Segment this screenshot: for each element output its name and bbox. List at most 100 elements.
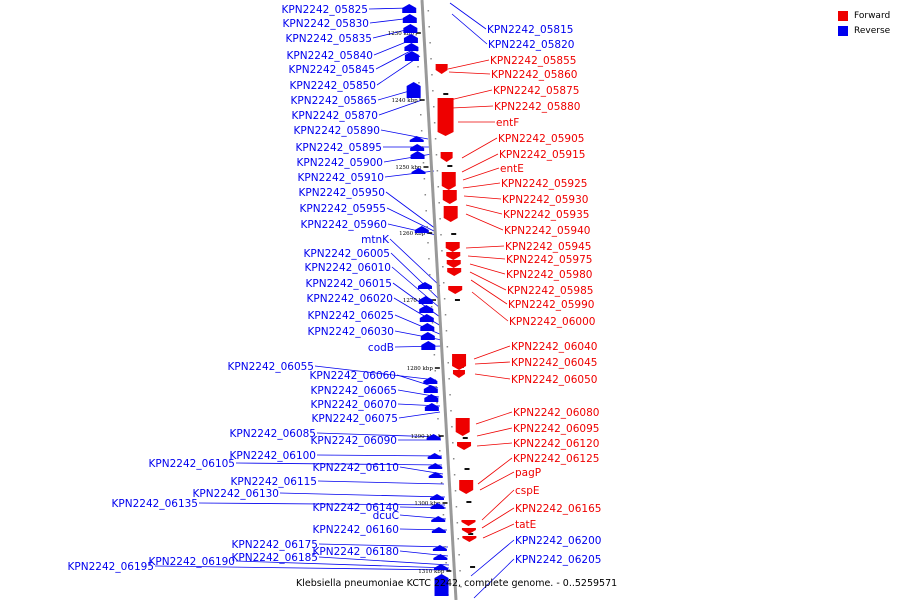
track-dot (422, 162, 425, 164)
reverse-gene-arrow (406, 82, 421, 98)
forward-gene-label: entE (500, 163, 524, 175)
track-dot (433, 122, 436, 124)
reverse-gene-label: KPN2242_05850 (290, 80, 376, 92)
legend-forward: Forward (838, 8, 890, 23)
scale-label: 1300 kbp (414, 501, 441, 507)
reverse-gene-label: KPN2242_06115 (231, 476, 317, 488)
genome-caption: Klebsiella pneumoniae KCTC 2242, complet… (296, 578, 618, 589)
reverse-gene-arrow (433, 554, 448, 560)
forward-gene-label: KPN2242_05935 (503, 209, 589, 221)
track-dot (435, 154, 438, 156)
forward-leader-line (481, 507, 515, 529)
forward-gene-arrow (459, 480, 474, 494)
reverse-gene-arrow (411, 168, 426, 174)
reverse-gene-arrow (414, 226, 429, 233)
reverse-gene-label: KPN2242_06010 (305, 262, 391, 274)
forward-leader-line (482, 523, 515, 539)
forward-gene-label: KPN2242_05980 (506, 269, 592, 281)
forward-track-mark (443, 93, 449, 95)
forward-leader-line (447, 59, 490, 70)
track-dot (455, 506, 458, 508)
reverse-gene-label: mtnK (361, 234, 390, 246)
reverse-gene-arrow (431, 516, 446, 522)
reverse-gene-arrow (423, 377, 438, 384)
track-dot (451, 426, 453, 428)
forward-gene-arrow (461, 528, 476, 534)
track-dot (453, 474, 456, 476)
reverse-gene-label: KPN2242_05865 (291, 95, 377, 107)
track-dot (436, 170, 439, 172)
forward-leader-line (451, 13, 488, 45)
forward-gene-label: KPN2242_05975 (506, 254, 592, 266)
track-dot (442, 514, 445, 516)
scale-label: 1240 kbp (392, 98, 419, 104)
forward-gene-label: KPN2242_05855 (490, 55, 576, 67)
reverse-gene-arrow (402, 14, 417, 23)
track-dot (424, 194, 427, 196)
reverse-leader-line (235, 560, 450, 569)
reverse-gene-arrow (418, 296, 433, 304)
reverse-gene-label: KPN2242_06055 (228, 361, 314, 373)
forward-gene-label: KPN2242_05815 (487, 24, 573, 36)
forward-leader-line (477, 457, 513, 485)
reverse-leader-line (378, 99, 423, 116)
forward-track-mark (451, 233, 457, 235)
forward-leader-line (476, 427, 513, 437)
reverse-gene-label: KPN2242_06195 (68, 561, 154, 573)
track-dot (454, 490, 457, 492)
reverse-gene-arrow (421, 341, 436, 350)
reverse-leader-line (394, 345, 444, 348)
forward-gene-arrow (448, 286, 463, 294)
reverse-gene-label: KPN2242_05890 (294, 125, 380, 137)
reverse-gene-label: KPN2242_05910 (298, 172, 384, 184)
reverse-gene-label: KPN2242_06005 (304, 248, 390, 260)
reverse-gene-arrow (404, 51, 419, 61)
forward-leader-line (467, 255, 506, 260)
track-dot (442, 266, 444, 268)
track-dot (438, 434, 440, 436)
forward-leader-line (465, 213, 504, 231)
track-dot (429, 290, 432, 292)
forward-gene-label: KPN2242_05925 (501, 178, 587, 190)
forward-gene-label: tatE (515, 519, 536, 531)
reverse-gene-label: KPN2242_06030 (308, 326, 394, 338)
track-dot (446, 346, 449, 348)
reverse-gene-arrow (420, 323, 435, 331)
track-dot (420, 114, 422, 116)
reverse-gene-arrow (410, 151, 425, 159)
forward-gene-label: KPN2242_06045 (511, 357, 597, 369)
track-dot (427, 10, 430, 12)
track-dot (445, 330, 448, 332)
reverse-gene-label: KPN2242_06105 (149, 458, 235, 470)
scale-label: 1290 kbp (411, 434, 438, 440)
forward-leader-line (462, 182, 501, 189)
reverse-gene-label: dcuC (373, 510, 399, 522)
reverse-gene-label: KPN2242_05835 (286, 33, 372, 45)
reverse-gene-label: KPN2242_05900 (297, 157, 383, 169)
forward-leader-line (449, 2, 487, 30)
reverse-gene-label: KPN2242_06070 (311, 399, 397, 411)
forward-gene-label: KPN2242_05860 (491, 69, 577, 81)
track-dot (419, 98, 421, 100)
forward-leader-line (469, 271, 507, 291)
reverse-gene-arrow (410, 144, 425, 151)
forward-gene-arrow (457, 442, 472, 450)
scale-label: 1280 kbp (407, 366, 434, 372)
reverse-gene-label: KPN2242_05950 (299, 187, 385, 199)
track-dot (420, 130, 423, 132)
forward-gene-arrow (452, 354, 467, 370)
reverse-leader-line (154, 565, 451, 571)
forward-gene-label: KPN2242_06120 (513, 438, 599, 450)
forward-gene-label: KPN2242_05880 (494, 101, 580, 113)
reverse-gene-label: KPN2242_06160 (313, 524, 399, 536)
reverse-leader-line (394, 314, 443, 336)
reverse-gene-label: KPN2242_06175 (232, 539, 318, 551)
forward-gene-label: KPN2242_06050 (511, 374, 597, 386)
forward-gene-arrow (442, 190, 457, 204)
reverse-gene-label: KPN2242_06100 (230, 450, 316, 462)
forward-gene-label: KPN2242_05930 (502, 194, 588, 206)
reverse-leader-line (235, 462, 443, 466)
reverse-gene-label: KPN2242_06185 (232, 552, 318, 564)
track-dot (460, 586, 462, 588)
forward-gene-arrow (455, 418, 470, 436)
